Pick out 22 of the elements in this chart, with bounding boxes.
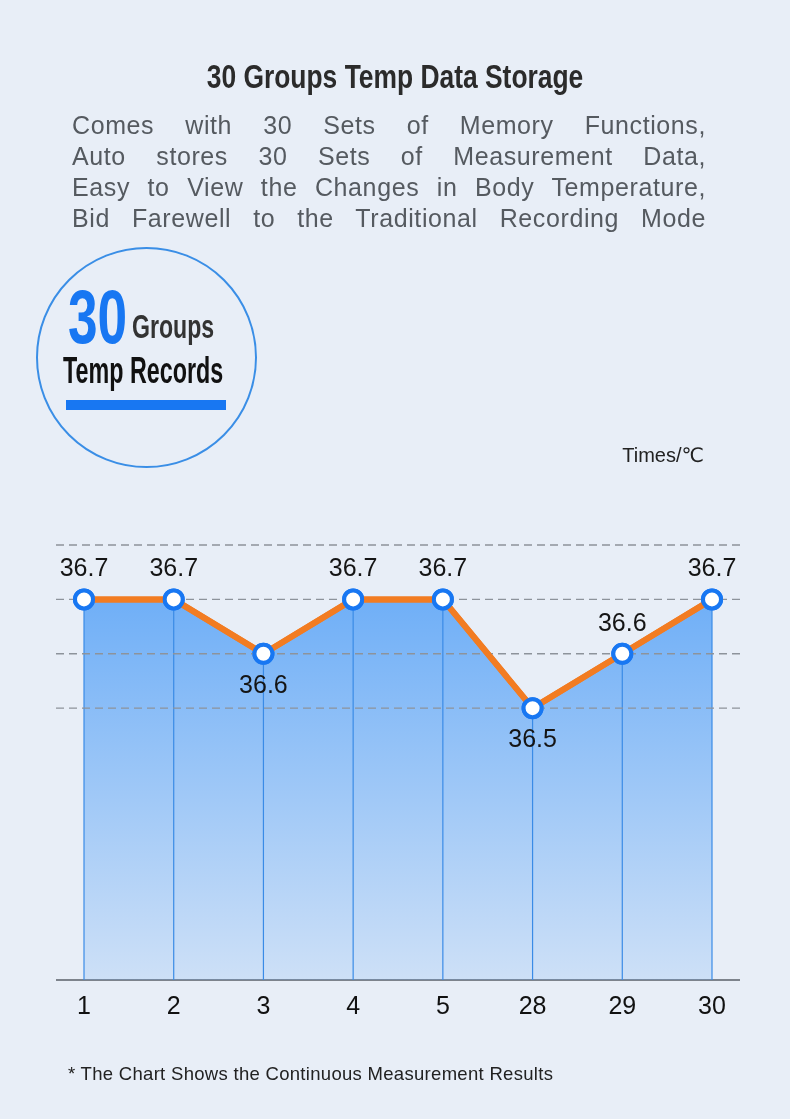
data-label: 36.7 — [59, 553, 109, 582]
data-label: 36.6 — [597, 607, 647, 636]
x-tick-label: 28 — [518, 990, 547, 1019]
data-label: 36.6 — [239, 669, 288, 698]
data-label: 36.7 — [687, 553, 737, 582]
y-axis-title: Times/℃ — [622, 443, 704, 468]
text: Groups — [132, 306, 215, 346]
x-tick-label: 4 — [346, 990, 361, 1019]
data-label: 36.5 — [508, 724, 557, 753]
x-tick-label: 2 — [166, 990, 181, 1019]
text: * The Chart Shows the Continuous Measurement Results — [68, 1062, 554, 1086]
chart-title: 30 Groups Temp Data Storage — [206, 58, 584, 96]
text: Temp Records — [63, 350, 224, 392]
data-label: 36.7 — [149, 553, 199, 582]
x-tick-label: 3 — [256, 990, 271, 1019]
x-tick-label: 30 — [698, 990, 726, 1019]
x-tick-label: 1 — [77, 990, 91, 1019]
x-tick-label: 29 — [608, 990, 637, 1019]
data-label: 36.7 — [328, 553, 378, 582]
data-label: 36.7 — [418, 553, 468, 582]
x-tick-label: 5 — [435, 990, 450, 1019]
chart-subtitle: Comes with 30 Sets of Memory Functions, Auto stores 30 Sets of Measurement Data, Easy to View the Changes in Body Temperature, Bid Farewell to the Traditional Recording Mode — [72, 110, 706, 234]
